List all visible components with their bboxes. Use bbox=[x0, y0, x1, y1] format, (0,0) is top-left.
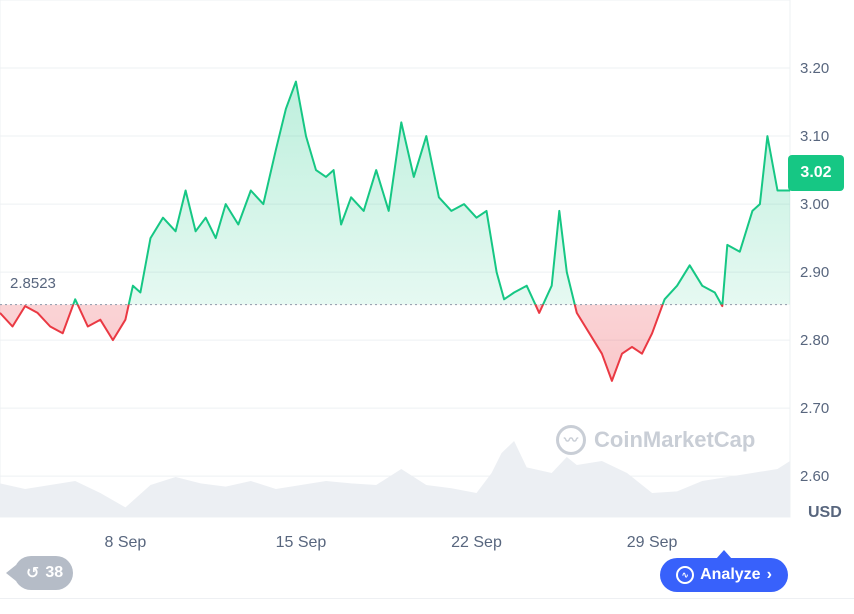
reference-value-label: 2.8523 bbox=[4, 273, 62, 294]
current-price-badge: 3.02 bbox=[788, 155, 844, 191]
area-below-reference bbox=[0, 304, 790, 381]
currency-unit: USD bbox=[808, 504, 842, 521]
volume-path bbox=[0, 441, 790, 517]
price-line-above bbox=[72, 80, 790, 305]
y-tick-label: 2.70 bbox=[800, 400, 829, 417]
history-button[interactable]: ↺ 38 bbox=[5, 556, 74, 590]
history-icon: ↺ bbox=[26, 565, 40, 582]
x-tick-label: 29 Sep bbox=[627, 534, 678, 551]
area-above-reference bbox=[73, 81, 790, 305]
y-tick-label: 3.20 bbox=[800, 60, 829, 77]
x-tick-label: 8 Sep bbox=[104, 534, 146, 551]
x-axis-ticks: 8 Sep 15 Sep 22 Sep 29 Sep bbox=[104, 534, 677, 551]
y-tick-label: 2.90 bbox=[800, 264, 829, 281]
y-tick-label: 2.80 bbox=[800, 332, 829, 349]
history-count: 38 bbox=[45, 564, 64, 581]
coinmarketcap-logo-icon: 〰 bbox=[556, 425, 586, 455]
watermark: 〰 CoinMarketCap bbox=[556, 425, 755, 455]
y-tick-label: 3.00 bbox=[800, 196, 829, 213]
analyze-button[interactable]: ∿ Analyze › bbox=[660, 550, 788, 592]
y-axis-ticks: 2.60 2.70 2.80 2.90 3.00 3.10 3.20 bbox=[800, 60, 829, 485]
bottom-divider bbox=[0, 598, 854, 614]
analyze-label: Analyze bbox=[700, 566, 761, 583]
y-tick-label: 2.60 bbox=[800, 468, 829, 485]
x-tick-label: 22 Sep bbox=[451, 534, 502, 551]
y-tick-label: 3.10 bbox=[800, 128, 829, 145]
x-tick-label: 15 Sep bbox=[276, 534, 327, 551]
volume-area bbox=[0, 441, 790, 517]
watermark-text: CoinMarketCap bbox=[594, 427, 756, 452]
analyze-icon: ∿ bbox=[676, 566, 695, 584]
chevron-right-icon: › bbox=[766, 566, 772, 583]
price-fill bbox=[0, 81, 790, 381]
price-line bbox=[0, 80, 790, 382]
